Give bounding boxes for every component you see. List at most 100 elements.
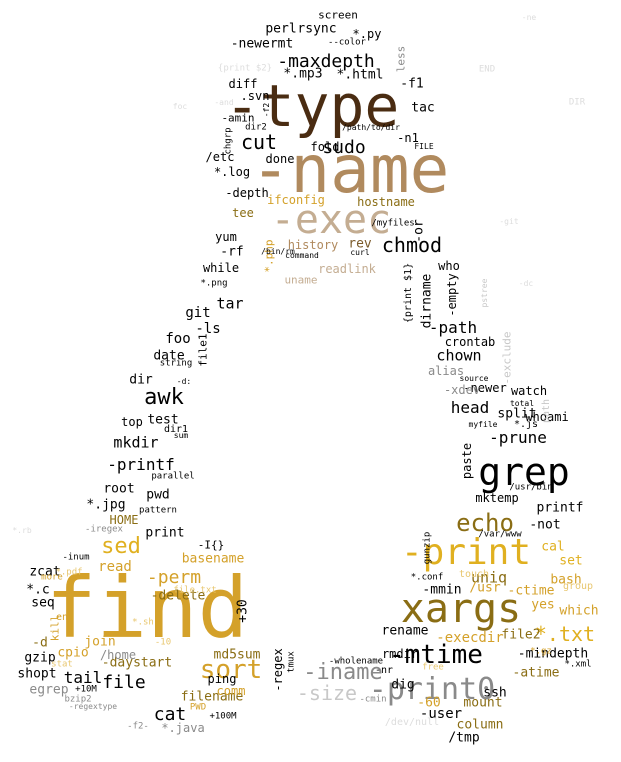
word-inum: -inum	[62, 552, 90, 563]
word-empty: -empty	[445, 273, 459, 317]
word-tmp: /tmp	[448, 730, 480, 746]
word-curl: curl	[350, 248, 370, 257]
word-prune: -prune	[489, 428, 547, 447]
word-perl: perl	[265, 21, 297, 37]
word-iregex: -iregex	[85, 524, 123, 535]
word-file: file	[102, 672, 146, 693]
word-png: *.png	[200, 278, 228, 289]
word-tail: tail	[63, 668, 103, 687]
word-file: FILE	[414, 142, 434, 151]
word-iname: -iname	[303, 660, 383, 685]
word-string: string	[159, 358, 193, 369]
word-grep: grep	[478, 450, 570, 494]
word-head: head	[450, 398, 490, 417]
word-jpg: *.jpg	[86, 497, 126, 513]
word-gzip: gzip	[24, 650, 56, 666]
word-newer: -newer	[463, 381, 507, 395]
word-rev: rev	[348, 236, 372, 252]
word-total: total	[509, 399, 535, 408]
word-cut: cut	[240, 130, 278, 154]
word-pdf: *.pdf	[55, 567, 83, 578]
word-source: source	[459, 374, 489, 383]
word-egrep: egrep	[29, 682, 69, 698]
word-bzip2: bzip2	[64, 694, 92, 705]
word-file2: file2	[501, 627, 541, 643]
word-type: -type	[224, 72, 400, 140]
word-html: *.html	[336, 67, 384, 83]
word-bin-rm: /bin/rm	[261, 247, 295, 256]
word-user: -user	[419, 706, 463, 722]
word-nr: -nr	[374, 665, 394, 676]
word-while: while	[202, 261, 240, 275]
word-done: done	[265, 152, 295, 166]
word-wholename: -wholename	[328, 656, 384, 667]
word-read: read	[98, 559, 132, 575]
word-d: -d	[32, 635, 48, 651]
word-cal: cal	[541, 539, 565, 555]
word-whoami: whoami	[525, 410, 569, 424]
word-tac: tac	[411, 100, 435, 116]
word-free: free	[422, 662, 444, 673]
word-dirname: dirname	[419, 273, 435, 329]
word-10: -10	[154, 637, 172, 648]
word-dir: DIR	[568, 97, 586, 108]
word-path-to-dir: /path/to/dir	[342, 123, 400, 132]
word-n1: -n1	[397, 131, 419, 145]
word-command: command	[285, 251, 319, 260]
word-file1: file1	[196, 333, 210, 367]
word-ne: -ne	[521, 13, 537, 22]
word-dir2: dir2	[245, 122, 267, 133]
word-depth: -depth	[225, 186, 269, 200]
word-30: +30	[235, 599, 251, 623]
word-echo: echo	[456, 509, 514, 537]
word-and: -and	[214, 98, 234, 107]
word-set: set	[559, 553, 583, 569]
word-filename: filename	[180, 689, 244, 705]
word-sh: *.sh	[132, 617, 154, 628]
word-var-www: /var/www	[478, 529, 522, 540]
word-delete: -delete	[150, 588, 206, 604]
word-d: -d:	[176, 377, 192, 386]
word-tee: tee	[232, 206, 254, 220]
word-foo: foo	[165, 331, 191, 347]
word-sed: sed	[101, 534, 141, 559]
word-pattern: pattern	[139, 505, 177, 516]
word-rename: rename	[381, 623, 429, 639]
word-ctime: -ctime	[507, 583, 555, 599]
word-path: path	[541, 398, 552, 424]
word-yes: yes	[531, 597, 555, 613]
word-stat: stat	[51, 659, 73, 670]
word-git: git	[185, 305, 211, 321]
word-find: find	[45, 559, 249, 657]
word-group: group	[562, 581, 594, 592]
word-zcat: zcat	[29, 564, 61, 580]
word-path: -path	[428, 318, 478, 337]
word-py: *.py	[352, 27, 382, 41]
word-c: *.c	[26, 582, 50, 598]
word-seq: seq	[31, 595, 55, 611]
word-ls: -ls	[195, 321, 221, 337]
word-basename: basename	[181, 551, 245, 567]
word-mp3: *.mp3	[283, 66, 323, 82]
word-hostname: hostname	[357, 195, 415, 209]
word-end: END	[478, 64, 496, 75]
word-name: -name	[250, 131, 450, 208]
word-color: --color	[328, 37, 366, 48]
word-history: history	[287, 238, 339, 252]
word-dir: dir	[129, 372, 153, 388]
word-mmin: -mmin	[422, 582, 462, 598]
word-print: print	[145, 525, 185, 541]
word-mktemp: mktemp	[475, 491, 519, 505]
word-crontab: crontab	[444, 335, 496, 349]
word-uname: uname	[284, 273, 318, 287]
word-i: -I{}	[197, 538, 225, 552]
word-usr-bin: /usr/bin	[509, 482, 553, 493]
word-fold: fold	[310, 140, 340, 154]
word-maxdepth: -maxdepth	[277, 51, 375, 72]
word-printf: -printf	[107, 455, 175, 474]
word-regextype: -regextype	[68, 702, 118, 711]
word-top: top	[121, 415, 143, 429]
word-parallel: parallel	[151, 471, 195, 482]
word-awk: awk	[144, 385, 184, 410]
word-sort: sort	[199, 655, 263, 685]
